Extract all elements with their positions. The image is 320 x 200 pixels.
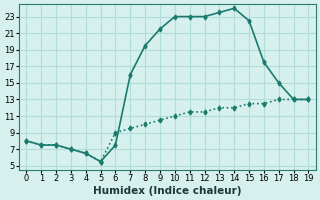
X-axis label: Humidex (Indice chaleur): Humidex (Indice chaleur) [93, 186, 242, 196]
